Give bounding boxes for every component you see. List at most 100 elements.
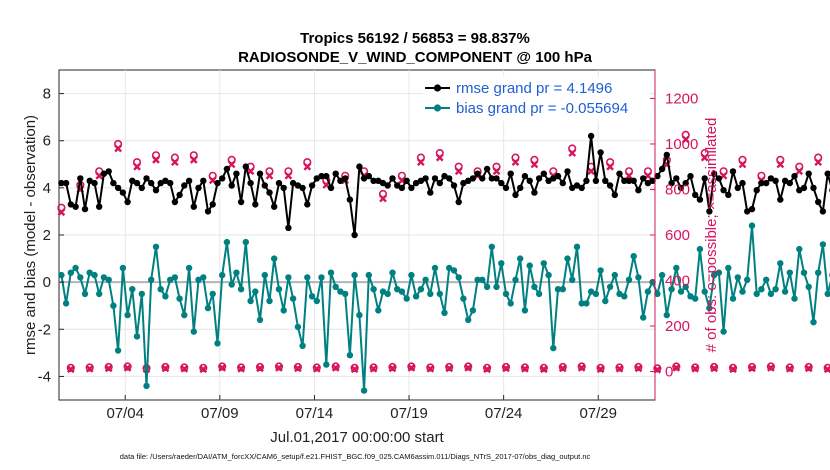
rmse-point <box>171 198 179 206</box>
bias-point <box>214 340 221 347</box>
bias-point <box>644 288 652 295</box>
obs-possible-marker <box>483 363 492 373</box>
obs-possible-marker <box>501 362 511 372</box>
rmse-point <box>190 203 197 210</box>
bias-point <box>450 267 458 274</box>
left-tick-label: -4 <box>38 368 51 385</box>
bias-point <box>62 300 70 307</box>
obs-assimilated-marker <box>483 365 491 374</box>
rmse-point <box>237 198 245 206</box>
bias-point <box>256 316 264 324</box>
rmse-point <box>583 177 590 184</box>
bias-point <box>597 267 604 274</box>
bias-point <box>810 319 817 326</box>
rmse-point <box>517 184 524 192</box>
rmse-point <box>384 182 391 189</box>
rmse-point <box>753 187 760 194</box>
rmse-point <box>133 179 141 187</box>
legend-rmse-label: rmse grand pr = 4.1496 <box>456 80 612 97</box>
rmse-point <box>308 182 316 189</box>
bias-point <box>696 245 704 253</box>
obs-assimilated-marker <box>492 167 501 176</box>
obs-assimilated-marker <box>681 135 690 144</box>
obs-assimilated-marker <box>256 364 264 373</box>
bias-point <box>469 307 477 314</box>
bias-point <box>285 274 292 281</box>
bias-point <box>162 293 169 300</box>
bias-point <box>786 269 793 276</box>
obs-assimilated-marker <box>189 156 198 164</box>
rmse-point <box>559 179 566 187</box>
obs-assimilated-marker <box>795 167 804 176</box>
x-tick-label: 07/24 <box>485 405 523 422</box>
rmse-point <box>327 184 335 192</box>
rmse-point <box>266 189 273 196</box>
bias-point <box>658 271 666 279</box>
bias-point <box>663 311 670 319</box>
rmse-point <box>280 184 287 192</box>
obs-assimilated-marker <box>691 364 700 373</box>
bias-point <box>148 276 155 283</box>
rmse-point <box>465 177 472 184</box>
rmse-point <box>294 182 302 189</box>
bias-point <box>753 290 760 298</box>
bias-point <box>710 271 718 279</box>
rmse-point <box>342 175 349 182</box>
rmse-point <box>181 182 188 189</box>
bias-point <box>734 274 741 281</box>
rmse-point <box>337 177 344 184</box>
bias-point <box>280 307 287 314</box>
bias-point <box>479 276 486 283</box>
obs-assimilated-marker <box>587 167 595 176</box>
obs-assimilated-marker <box>104 364 113 373</box>
rmse-point <box>365 172 372 180</box>
bias-point <box>573 243 581 250</box>
bias-point <box>550 344 557 352</box>
left-tick-label: 4 <box>43 180 51 197</box>
obs-possible-marker <box>445 362 454 372</box>
obs-assimilated-marker <box>331 364 340 372</box>
obs-assimilated-marker <box>445 364 454 373</box>
rmse-point <box>58 179 65 187</box>
rmse-point <box>815 198 822 206</box>
rmse-point <box>507 170 514 177</box>
obs-assimilated-marker <box>634 364 643 373</box>
bias-point <box>526 262 533 269</box>
rmse-point <box>271 203 278 210</box>
rmse-point <box>195 184 202 192</box>
bias-point <box>327 269 335 276</box>
obs-assimilated-marker <box>464 364 473 372</box>
rmse-point <box>427 189 434 196</box>
rmse-point <box>701 175 708 182</box>
rmse-point <box>786 179 793 187</box>
obs-assimilated-marker <box>303 162 312 171</box>
rmse-point <box>630 177 637 184</box>
rmse-point <box>763 179 770 187</box>
rmse-point <box>417 177 425 184</box>
obs-assimilated-marker <box>521 364 529 373</box>
legend-bias-label: bias grand pr = -0.055694 <box>456 100 628 117</box>
obs-assimilated-marker <box>511 158 520 167</box>
legend: rmse grand pr = 4.1496 bias grand pr = -… <box>423 77 649 121</box>
chart-title: Tropics 56192 / 56853 = 98.837% <box>300 30 530 47</box>
rmse-point <box>422 175 429 182</box>
bias-point <box>219 271 226 279</box>
obs-possible-marker <box>539 363 548 373</box>
right-tick-label: 200 <box>665 318 690 335</box>
obs-possible-marker <box>293 362 303 372</box>
right-tick-label: 800 <box>665 181 690 198</box>
bias-point <box>531 283 538 291</box>
rmse-point <box>100 170 108 177</box>
left-tick-label: 0 <box>43 274 51 291</box>
bias-point <box>446 264 453 272</box>
bias-point <box>384 290 391 298</box>
bias-point <box>365 271 372 279</box>
rmse-line <box>61 135 830 236</box>
bias-point <box>403 295 410 302</box>
rmse-point <box>540 170 547 177</box>
left-y-axis: -4 -2 0 2 4 6 8 <box>38 86 64 385</box>
rmse-point <box>564 168 571 175</box>
x-tick-label: 07/09 <box>201 405 239 422</box>
bias-point <box>81 290 89 298</box>
